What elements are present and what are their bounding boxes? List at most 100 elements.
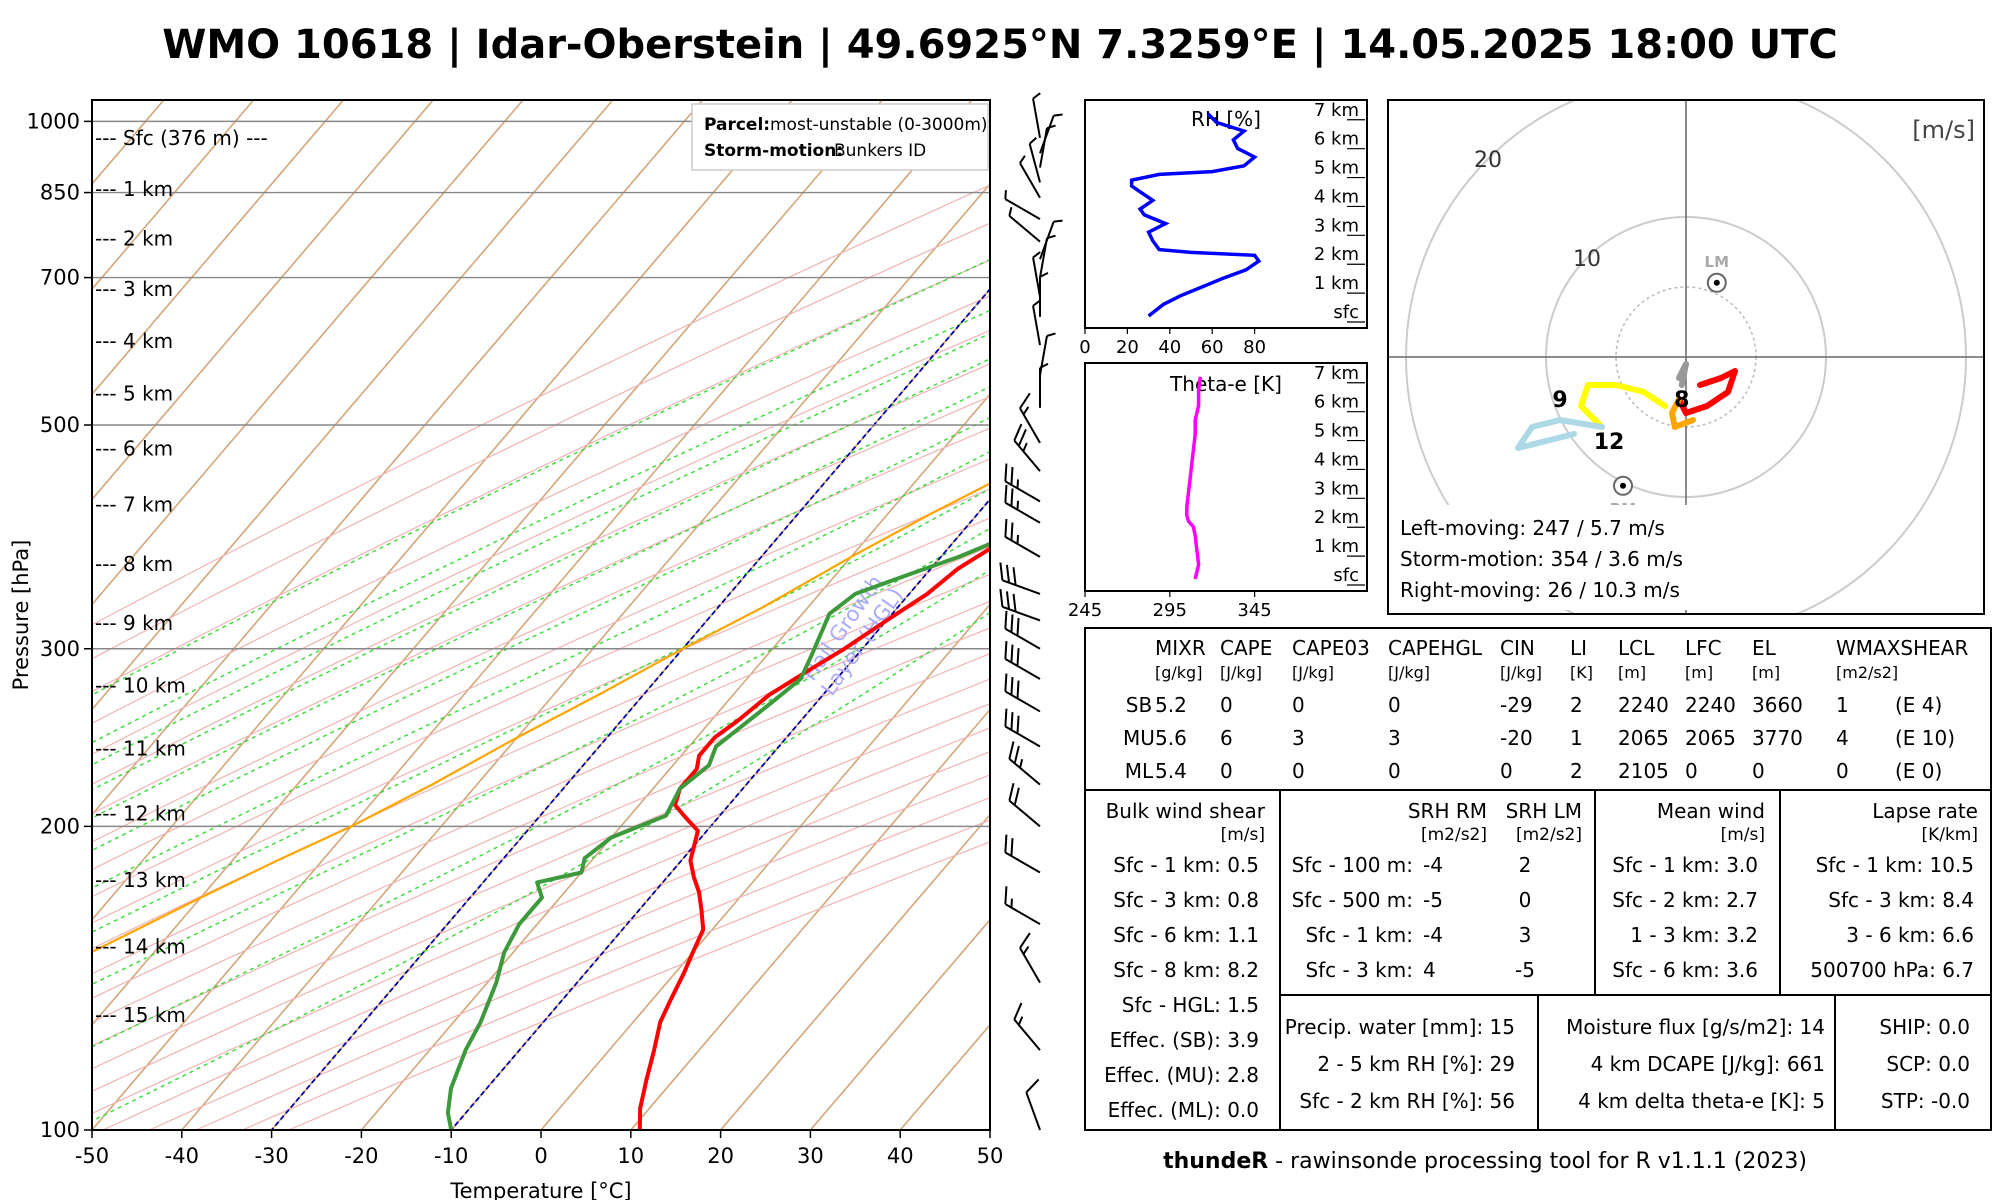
rh-height-label: 6 km [1314,129,1359,150]
lapse-rate-title: Lapse rate [1872,799,1978,823]
wind-barb [1004,484,1041,524]
srh-lm-title: SRH LM [1506,799,1582,823]
parcel-table-cell: 0 [1292,759,1305,783]
wind-barb [1008,741,1041,786]
rh-panel: RH [%] sfc 1 km 2 km 3 km 4 km 5 km 6 km 7 km 0 2… [1079,99,1368,358]
isotherm-line [92,100,794,922]
dry-adiabat-line [92,573,990,975]
dry-adiabat-line [92,488,990,898]
lapse-rate-row: Sfc - 1 km: 10.5 [1816,853,1974,877]
bulk-shear-row: Sfc - 6 km: 1.1 [1113,923,1259,947]
parcel-table-header: CAPE [1220,636,1272,660]
srh-row-label: Sfc - 500 m: [1292,888,1413,912]
parcel-table-cell: 3660 [1752,693,1803,717]
wind-barb-flag [1008,783,1015,801]
parcel-table-cell: SB [1126,693,1152,717]
isotherm-line [92,100,704,816]
wind-barb-flag [1016,617,1020,636]
wind-barb-flag [1016,715,1020,734]
lapse-rate-unit: [K/km] [1921,825,1978,845]
rh-x-tick-label: 80 [1243,337,1266,358]
rh-height-label: 7 km [1314,100,1359,121]
wind-barb-half [1016,500,1020,510]
x-tick-label: -20 [344,1144,378,1168]
lapse-rate-rows: Sfc - 1 km: 10.5 Sfc - 3 km: 8.4 3 - 6 km:… [1810,853,1974,982]
dry-adiabat-line [92,427,990,843]
isotherm-line [809,918,990,1130]
wind-barb-half [1053,219,1063,223]
rh-frame [1084,99,1368,329]
dry-adiabat-line [92,295,990,724]
moisture-param-row: 2 - 5 km RH [%]: 29 [1317,1052,1515,1076]
y-tick-label: 700 [40,266,80,290]
te-x-tick-label: 245 [1068,600,1102,621]
wind-barb [999,562,1041,595]
x-tick-label: -30 [254,1144,288,1168]
wind-barb-flag [1010,466,1014,485]
wind-barb-flag [1016,648,1020,667]
wind-barb-flag [1004,708,1008,727]
skewt-axes: -50 -40 -30 -20 -10 0 10 20 30 40 50 100 200 300 500 70… [27,109,1004,1168]
parcel-legend: Parcel: most-unstable (0-3000m) Storm-mo… [691,103,989,171]
hodograph-trace [1578,382,1668,430]
hodograph-height-label: 8 [1674,388,1689,413]
parcel-table-cell: 4 [1836,726,1849,750]
isotherm-line [360,393,990,1130]
rh-x-tick-label: 0 [1079,337,1090,358]
height-label: --- 9 km [95,611,173,635]
wind-barb-flag [1004,518,1008,537]
dry-adiabat-line [92,517,990,924]
wind-barb-staff [1008,215,1041,243]
dry-adiabat-line [92,259,990,693]
moist-adiabat-line [92,450,990,889]
height-label: --- 6 km [95,436,173,460]
bulk-shear-row: Sfc - 1 km: 0.5 [1113,853,1259,877]
height-label: --- 10 km [95,673,186,697]
y-tick-label: 1000 [27,109,80,133]
lapse-rate-row: 500700 hPa: 6.7 [1810,958,1974,982]
wind-barb-flag [1010,614,1014,633]
wind-barb [1032,251,1041,297]
parcel-table-cell: 1 [1570,726,1583,750]
isotherm-line [181,182,990,1130]
hodograph-trace [1676,361,1689,388]
parcel-table-cell: 5.6 [1155,726,1187,750]
wind-barb-half [1022,442,1028,452]
dry-adiabat-line [92,329,990,755]
footer-rest: - rawinsonde processing tool for R v1.1.… [1268,1149,1807,1174]
dry-adiabat-line [92,627,990,1024]
parcel-table-cell: 3 [1388,726,1401,750]
te-height-label: 7 km [1314,363,1359,384]
dry-adiabat-line [92,703,990,1093]
height-label: --- 3 km [95,277,173,301]
storm-motion-marker-dot [1713,279,1720,286]
parcel-table-cell: 0 [1388,759,1401,783]
wind-barb-half [1046,124,1056,130]
rh-title: RH [%] [1191,107,1261,131]
parcel-table-unit: [J/kg] [1388,663,1430,682]
parcel-table-cell: 6 [1220,726,1233,750]
wind-barb-flag [999,562,1004,581]
hodograph-panel: 10203040LMRM9128 [m/s] Left-moving: 247 … [1387,99,1985,615]
dry-adiabat-line [92,184,990,626]
dry-adiabat-line [92,363,990,785]
parcel-table-header: LCL [1618,636,1655,660]
wind-barb [1039,234,1056,278]
wind-barb [1039,271,1049,317]
mean-wind-title: Mean wind [1657,799,1765,823]
height-label: --- 8 km [95,552,173,576]
x-tick-label: 10 [617,1144,644,1168]
wind-barb [1025,1078,1041,1131]
parcel-table-cell: 2 [1570,759,1583,783]
parcel-table-header: CAPEHGL [1388,636,1483,660]
x-tick-label: 20 [707,1144,734,1168]
wind-barb-half [1053,113,1063,117]
height-label: --- 2 km [95,227,173,251]
wind-barb [1004,518,1041,558]
wind-barb-half [1004,190,1007,200]
hodograph-trace [1669,396,1696,430]
hgl-boundary-line [450,497,990,1130]
dry-adiabat-line [92,222,990,660]
wind-barb-flag [1004,484,1008,503]
